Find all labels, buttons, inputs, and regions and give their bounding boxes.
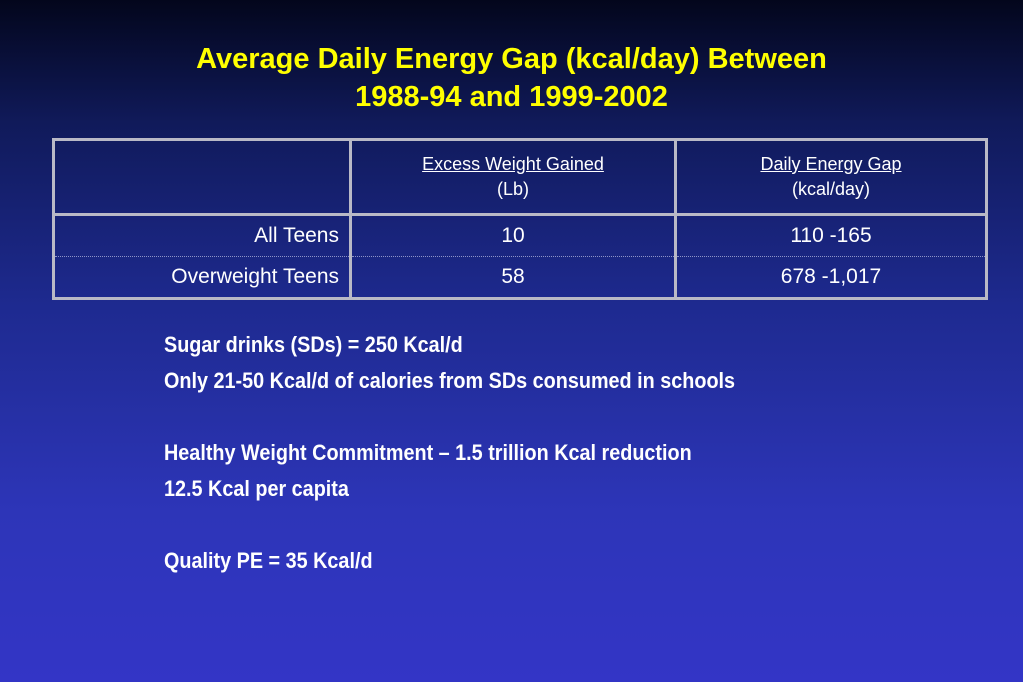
note-line: 12.5 Kcal per capita [164,476,349,501]
note-line: Sugar drinks (SDs) = 250 Kcal/d [164,332,463,357]
energy-gap-table: Excess Weight Gained (Lb) Daily Energy G… [52,138,988,300]
note-line: Quality PE = 35 Kcal/d [164,548,373,573]
header-empty-cell [54,140,351,215]
header-excess-weight-title: Excess Weight Gained [422,154,604,174]
header-daily-energy-gap: Daily Energy Gap (kcal/day) [674,139,987,215]
slide-title-line-1: Average Daily Energy Gap (kcal/day) Betw… [196,43,827,75]
excess-weight-value: 58 [349,256,676,299]
header-excess-weight-unit: (Lb) [496,179,529,199]
slide-title-line-2: 1988-94 and 1999-2002 [355,81,668,113]
row-label: All Teens [53,214,351,257]
table-row: Overweight Teens 58 678 -1,017 [54,256,987,299]
note-line: Only 21-50 Kcal/d of calories from SDs c… [164,368,736,393]
notes-block: Sugar drinks (SDs) = 250 Kcal/d Only 21-… [164,327,735,579]
header-daily-energy-gap-title: Daily Energy Gap [760,154,902,174]
table-row: All Teens 10 110 -165 [53,214,987,257]
slide-title: Average Daily Energy Gap (kcal/day) Betw… [0,40,1023,116]
header-daily-energy-gap-unit: (kcal/day) [791,179,871,199]
note-line: Healthy Weight Commitment – 1.5 trillion… [164,440,692,465]
row-label: Overweight Teens [171,265,339,288]
energy-gap-value: 678 -1,017 [674,256,987,299]
table-header-row: Excess Weight Gained (Lb) Daily Energy G… [53,139,987,215]
excess-weight-value: 10 [349,214,676,257]
header-excess-weight: Excess Weight Gained (Lb) [349,139,676,215]
energy-gap-value: 110 -165 [674,214,987,257]
note-spacer [164,507,735,543]
note-spacer [164,399,735,435]
